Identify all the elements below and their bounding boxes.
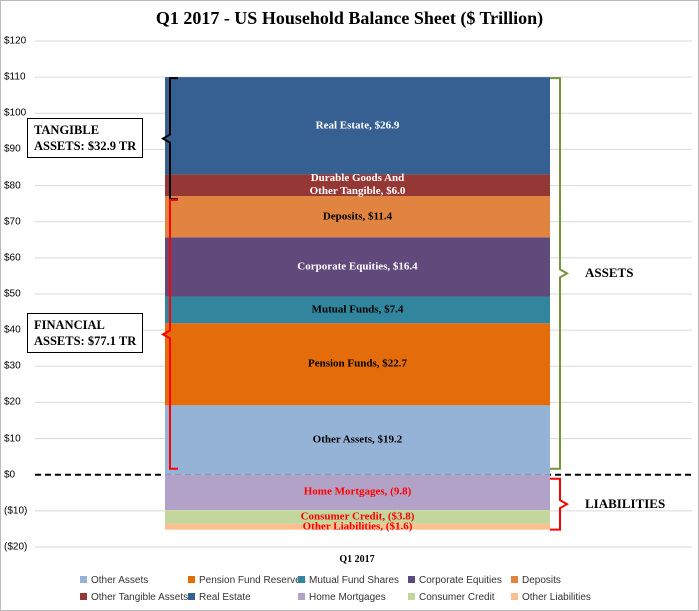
y-tick-label: $100 <box>4 107 27 119</box>
bar-segment <box>165 296 550 324</box>
legend-item: Other Tangible Assets <box>80 592 188 603</box>
legend-label: Other Liabilities <box>522 592 591 603</box>
legend-item: Home Mortgages <box>298 592 386 603</box>
bar-segment <box>165 323 550 406</box>
bar-segment <box>165 174 550 197</box>
legend-item: Other Liabilities <box>511 592 591 603</box>
legend-swatch <box>80 593 87 600</box>
legend-swatch <box>80 576 87 583</box>
chart-title: Q1 2017 - US Household Balance Sheet ($ … <box>155 8 544 28</box>
y-tick-label: $110 <box>4 71 26 83</box>
legend-swatch <box>511 576 518 583</box>
annotation-label: ASSETS <box>585 265 634 281</box>
legend-swatch <box>408 576 415 583</box>
legend-item: Deposits <box>511 575 561 586</box>
legend-swatch <box>511 593 518 600</box>
bar-segment <box>165 196 550 238</box>
annotation-label: LIABILITIES <box>585 496 666 512</box>
bar-segment <box>165 523 550 530</box>
y-tick-label: $90 <box>4 143 21 155</box>
value-label: Home Mortgages, (9.8) <box>303 485 412 498</box>
y-tick-label: ($20) <box>4 541 28 553</box>
bracket <box>160 199 178 470</box>
y-tick-label: $20 <box>4 396 21 408</box>
legend-item: Mutual Fund Shares <box>298 575 399 586</box>
legend-label: Mutual Fund Shares <box>309 575 400 586</box>
value-label: Deposits, $11.4 <box>322 210 393 223</box>
legend-label: Corporate Equities <box>419 575 502 586</box>
value-label: Pension Funds, $22.7 <box>307 357 408 370</box>
value-label: Other Liabilities, ($1.6) <box>302 520 413 533</box>
legend-label: Other Assets <box>91 575 149 586</box>
annotation-box: TANGIBLE ASSETS: $32.9 TR <box>27 117 144 158</box>
value-label: Corporate Equities, $16.4 <box>297 260 418 273</box>
legend-item: Corporate Equities <box>408 575 502 586</box>
bracket <box>550 477 570 531</box>
legend-label: Consumer Credit <box>419 592 495 603</box>
legend-swatch <box>298 593 305 600</box>
bar-segment <box>165 237 550 297</box>
value-label: Durable Goods And Other Tangible, $6.0 <box>309 172 406 198</box>
legend-swatch <box>298 576 305 583</box>
bar-segment <box>165 510 550 524</box>
legend-item: Pension Fund Reserves <box>188 575 306 586</box>
value-label: Consumer Credit, ($3.8) <box>300 510 415 523</box>
legend-swatch <box>408 593 415 600</box>
legend-label: Home Mortgages <box>309 592 386 603</box>
legend-label: Other Tangible Assets <box>91 592 189 603</box>
legend-item: Real Estate <box>188 592 251 603</box>
y-tick-label: ($10) <box>4 505 28 517</box>
bracket <box>550 77 570 470</box>
y-tick-label: $70 <box>4 216 21 228</box>
y-tick-label: $30 <box>4 360 21 372</box>
legend-label: Pension Fund Reserves <box>199 575 306 586</box>
legend-swatch <box>188 593 195 600</box>
y-tick-label: $0 <box>4 469 16 481</box>
bar-segment <box>165 405 550 475</box>
legend-swatch <box>188 576 195 583</box>
value-label: Other Assets, $19.2 <box>312 433 403 446</box>
y-tick-label: $40 <box>4 324 21 336</box>
legend-label: Real Estate <box>199 592 251 603</box>
value-label: Mutual Funds, $7.4 <box>311 303 404 316</box>
y-tick-label: $80 <box>4 180 21 192</box>
y-tick-label: $10 <box>4 433 21 445</box>
legend-label: Deposits <box>522 575 561 586</box>
x-tick-label: Q1 2017 <box>339 554 375 565</box>
y-tick-label: $60 <box>4 252 21 264</box>
y-tick-label: $50 <box>4 288 21 300</box>
bar-segment <box>165 77 550 175</box>
legend-item: Other Assets <box>80 575 148 586</box>
legend-item: Consumer Credit <box>408 592 495 603</box>
annotation-box: FINANCIAL ASSETS: $77.1 TR <box>27 313 144 354</box>
value-label: Real Estate, $26.9 <box>315 119 400 132</box>
bar-segment <box>165 474 550 511</box>
y-tick-label: $120 <box>4 35 27 47</box>
